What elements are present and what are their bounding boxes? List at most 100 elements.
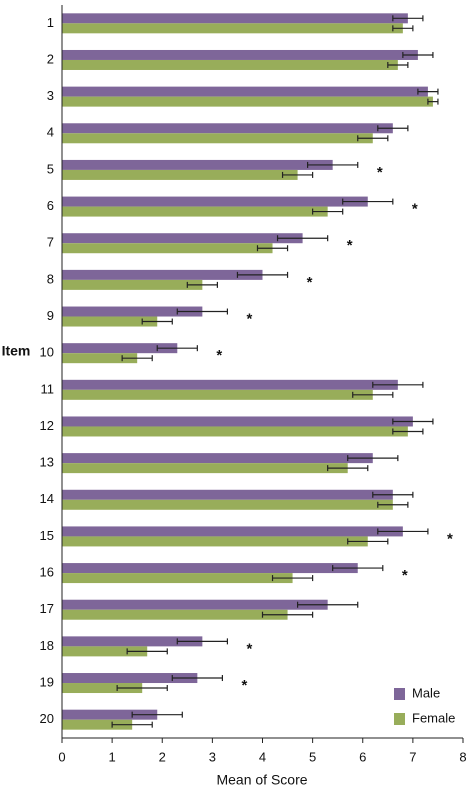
significance-marker: * [307, 274, 313, 291]
error-bar [372, 491, 414, 498]
error-bar [236, 271, 289, 278]
bar [62, 563, 358, 574]
legend-swatch [394, 688, 405, 700]
bar [62, 133, 373, 144]
y-tick-label: 4 [47, 125, 54, 140]
bar [62, 269, 263, 280]
y-tick-label: 6 [47, 198, 54, 213]
error-bar [392, 418, 434, 425]
bar [62, 719, 133, 730]
x-tick-label: 6 [359, 749, 366, 764]
significance-marker: * [216, 347, 222, 364]
error-bar [186, 281, 218, 288]
y-tick-label: 17 [40, 601, 54, 616]
error-bar [377, 125, 409, 132]
bar [62, 379, 398, 390]
y-tick-label: 19 [40, 674, 54, 689]
error-bar [261, 611, 314, 618]
significance-marker: * [241, 677, 247, 694]
error-bar [392, 25, 414, 32]
error-bar [387, 61, 409, 68]
x-tick-label: 3 [209, 749, 216, 764]
error-bar [276, 235, 329, 242]
bar [62, 343, 178, 354]
y-tick-label: 2 [47, 51, 54, 66]
error-bar [281, 171, 314, 178]
y-tick-label: 10 [40, 345, 54, 360]
y-tick-label: 14 [40, 491, 54, 506]
bar [62, 353, 138, 364]
bar [62, 573, 293, 584]
y-tick-label: 12 [40, 418, 54, 433]
significance-marker: * [447, 530, 453, 547]
legend-label: Female [412, 710, 455, 725]
error-bar [111, 721, 153, 728]
significance-marker: * [402, 567, 408, 584]
legend-swatch [394, 713, 405, 725]
bar [62, 489, 393, 500]
y-tick-label: 13 [40, 455, 54, 470]
error-bar [327, 465, 369, 472]
bar [62, 243, 273, 254]
y-tick-label: 18 [40, 638, 54, 653]
error-bar [141, 318, 173, 325]
error-bar [121, 355, 153, 362]
x-tick-label: 5 [309, 749, 316, 764]
bar [62, 233, 303, 244]
bar [62, 526, 403, 537]
bar [62, 463, 348, 474]
error-bar [171, 675, 223, 682]
bar [62, 453, 373, 464]
error-bar [256, 245, 289, 252]
error-bar [312, 208, 344, 215]
bar [62, 416, 413, 427]
significance-marker: * [347, 237, 353, 254]
bar [62, 499, 393, 510]
error-bar [271, 575, 314, 582]
error-bar [342, 198, 394, 205]
error-bar [176, 308, 229, 315]
bar [62, 599, 328, 610]
y-tick-label: 20 [40, 711, 54, 726]
bar [62, 636, 203, 647]
bar [62, 683, 143, 694]
bar [62, 316, 158, 327]
bar [62, 96, 433, 107]
y-tick-label: 15 [40, 528, 54, 543]
y-tick-label: 16 [40, 565, 54, 580]
bar [62, 673, 198, 684]
error-bar [347, 455, 399, 462]
bar [62, 646, 148, 657]
bar [62, 536, 368, 547]
bar [62, 609, 288, 620]
y-tick-label: 9 [47, 308, 54, 323]
error-bar [156, 345, 198, 352]
error-bar [357, 135, 389, 142]
error-bar [372, 381, 424, 388]
error-bar [352, 391, 394, 398]
bar [62, 196, 368, 207]
x-axis-label: Mean of Score [216, 772, 307, 788]
significance-marker: * [377, 164, 383, 181]
bar [62, 23, 403, 34]
error-bar [392, 15, 424, 22]
error-bar [126, 648, 168, 655]
y-tick-label: 7 [47, 235, 54, 250]
x-tick-label: 7 [409, 749, 416, 764]
error-bar [131, 711, 183, 718]
x-tick-label: 4 [259, 749, 266, 764]
significance-marker: * [246, 310, 252, 327]
y-tick-label: 3 [47, 88, 54, 103]
bar [62, 426, 408, 437]
bar [62, 159, 333, 170]
x-tick-label: 1 [109, 749, 116, 764]
error-bar [307, 161, 359, 168]
bar [62, 206, 328, 217]
bar [62, 169, 298, 180]
y-axis-label: Item [2, 343, 31, 359]
error-bar [377, 528, 429, 535]
significance-marker: * [412, 201, 418, 218]
bar [62, 123, 393, 134]
bar [62, 49, 418, 60]
